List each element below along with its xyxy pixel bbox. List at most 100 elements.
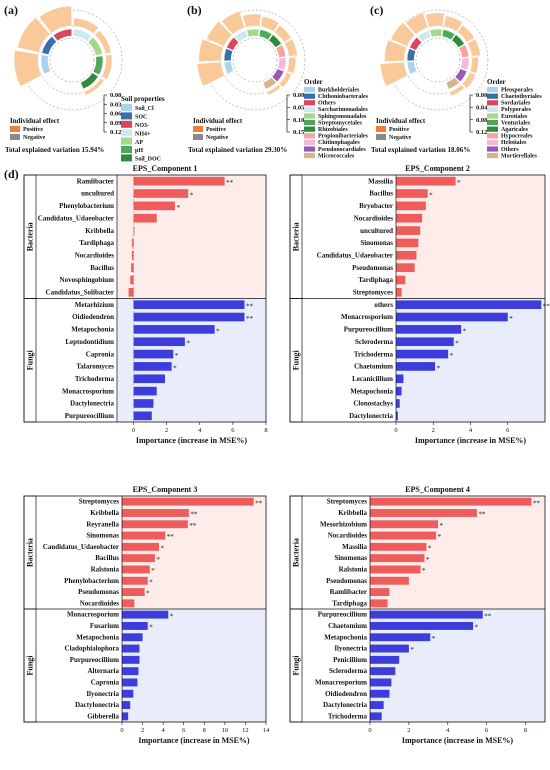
bar (122, 565, 150, 574)
panel-label: (a) (4, 3, 18, 17)
x-tick-label: 10 (222, 727, 229, 734)
ring-segment (246, 28, 260, 38)
effect-wedge (443, 15, 463, 32)
bar (122, 610, 169, 619)
category-label: Kribbella (85, 227, 114, 235)
category-label: Metapochonia (350, 387, 393, 395)
ring-segment (277, 57, 287, 71)
scale-tick-label: 0.00 (293, 92, 304, 99)
bar (396, 374, 404, 384)
bar (396, 238, 419, 248)
legend-swatch (121, 137, 132, 145)
legend-label: Chthoniobacterales (318, 94, 369, 100)
effect-wedge (461, 72, 477, 89)
bar (122, 531, 166, 540)
bar (370, 701, 384, 710)
ring-segment (429, 28, 443, 38)
bar (370, 531, 437, 540)
group-label: Fungi (26, 655, 35, 676)
effect-swatch (193, 126, 203, 132)
bar (396, 362, 436, 371)
category-label: Purpureocillium (318, 611, 367, 619)
category-label: Oidiodendron (72, 313, 114, 321)
bar (133, 189, 189, 198)
significance-mark: * (475, 624, 479, 632)
effect-wedge (266, 84, 282, 96)
category-label: Ralstonia (339, 565, 368, 573)
legend-label: Helotiales (501, 140, 527, 146)
x-tick-label: 8 (264, 427, 267, 434)
category-label: uncultured (360, 227, 393, 235)
bar (133, 374, 166, 384)
significance-mark: * (216, 327, 220, 335)
legend-label: pH (135, 148, 143, 154)
x-tick-label: 4 (198, 427, 202, 434)
group-label: Fungi (26, 349, 35, 370)
chart-title: EPS_Component 4 (405, 485, 470, 494)
scale-tick-label: 0.04 (476, 105, 488, 112)
x-tick-label: 2 (432, 427, 435, 434)
legend-swatch (304, 87, 315, 93)
bar (396, 399, 400, 408)
guide-ring (415, 37, 461, 83)
effect-wedge (198, 38, 224, 62)
category-label: Metarhizium (75, 301, 114, 309)
significance-mark: * (410, 646, 414, 654)
category-label: Lecanicillium (352, 375, 393, 383)
bar (396, 226, 421, 235)
category-label: Candidatus_Solibacter (46, 289, 114, 297)
legend-swatch (304, 146, 315, 152)
bar (133, 213, 157, 223)
legend-label: Saccharimonadales (318, 107, 368, 113)
effect-label: Positive (389, 127, 409, 133)
category-label: Kribbella (90, 509, 119, 517)
bar (370, 633, 431, 642)
effect-wedge (73, 17, 99, 35)
effect-title: Individual effect (193, 117, 243, 125)
legend-label: AP (135, 140, 143, 146)
x-tick-label: 6 (182, 727, 186, 734)
x-tick-label: 0 (394, 427, 397, 434)
category-label: Trichoderma (75, 375, 115, 383)
significance-mark: * (438, 533, 442, 541)
ring-segment (406, 48, 417, 62)
category-label: Ilyonectria (334, 645, 367, 653)
category-label: Metapochonia (76, 633, 119, 641)
significance-mark: * (149, 624, 153, 632)
scale-tick-label: 0.06 (110, 111, 122, 118)
bar (133, 362, 172, 371)
effect-swatch (376, 134, 386, 140)
category-label: Bacillus (90, 264, 114, 272)
category-label: Scleroderma (355, 338, 393, 346)
significance-mark: * (175, 352, 179, 360)
effect-wedge (469, 56, 479, 74)
ring-segment (262, 77, 277, 90)
significance-mark: * (156, 556, 160, 564)
category-label: Trichoderma (354, 350, 394, 358)
bar (396, 275, 406, 285)
significance-mark: * (161, 544, 165, 552)
effect-wedge (17, 17, 51, 53)
category-label: Ramlibacter (330, 588, 367, 596)
category-label: Dactylonectria (323, 701, 367, 709)
legend-swatch (487, 113, 498, 119)
x-tick-label: 2 (165, 427, 168, 434)
legend-swatch (487, 133, 498, 139)
bar (396, 312, 508, 322)
legend-label: Rhizobiales (318, 127, 348, 133)
category-label: Mesorhizobium (320, 520, 367, 528)
legend-label: Chaetothyriales (501, 94, 542, 100)
effect-label: Negative (206, 135, 229, 141)
category-label: Nocardioides (354, 214, 394, 222)
ring-segment (451, 34, 465, 48)
significance-mark: * (455, 340, 459, 348)
legend-label: Soil_Cl (135, 106, 154, 112)
ring-segment (417, 30, 432, 43)
x-tick-label: 0 (368, 727, 371, 734)
legend-swatch (487, 126, 498, 132)
effect-wedge (260, 16, 280, 32)
legend-label: Sphingomonadales (318, 114, 367, 120)
effect-wedge (390, 21, 416, 47)
legend-title: Order (304, 78, 323, 86)
bar (122, 542, 160, 551)
